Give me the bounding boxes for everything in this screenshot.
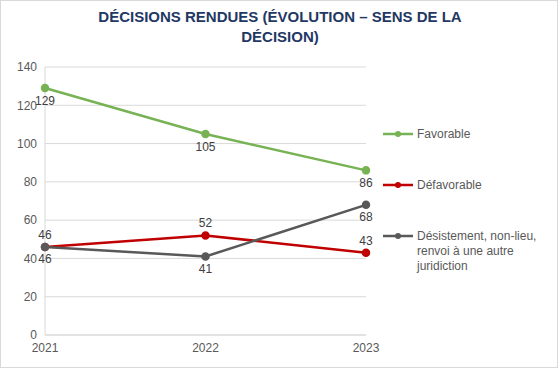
svg-text:129: 129 xyxy=(35,94,55,108)
svg-text:46: 46 xyxy=(38,252,52,266)
svg-text:2023: 2023 xyxy=(353,341,380,355)
html-text:Favorable: Favorable xyxy=(417,127,471,141)
html-text:DÉCISIONS RENDUES (ÉVOLUTION –: DÉCISIONS RENDUES (ÉVOLUTION – SENS DE L… xyxy=(98,8,462,45)
html-text:Désistement, non-lieu, renvoi: Désistement, non-lieu, renvoi à une autr… xyxy=(417,229,537,273)
svg-text:20: 20 xyxy=(24,290,38,304)
svg-text:2021: 2021 xyxy=(32,341,59,355)
svg-text:140: 140 xyxy=(17,60,37,74)
html-text:Défavorable: Défavorable xyxy=(417,178,482,192)
svg-text:52: 52 xyxy=(199,216,213,230)
svg-text:43: 43 xyxy=(359,234,373,248)
svg-text:120: 120 xyxy=(17,98,37,113)
svg-text:40: 40 xyxy=(24,252,38,266)
svg-text:80: 80 xyxy=(24,175,38,189)
svg-text:46: 46 xyxy=(38,228,52,242)
svg-text:41: 41 xyxy=(199,262,213,276)
svg-text:105: 105 xyxy=(195,140,215,154)
svg-text:68: 68 xyxy=(359,210,373,224)
svg-text:60: 60 xyxy=(24,213,38,227)
svg-text:100: 100 xyxy=(17,137,37,151)
svg-text:0: 0 xyxy=(30,328,37,342)
svg-text:2022: 2022 xyxy=(192,341,219,355)
svg-text:86: 86 xyxy=(359,176,373,190)
